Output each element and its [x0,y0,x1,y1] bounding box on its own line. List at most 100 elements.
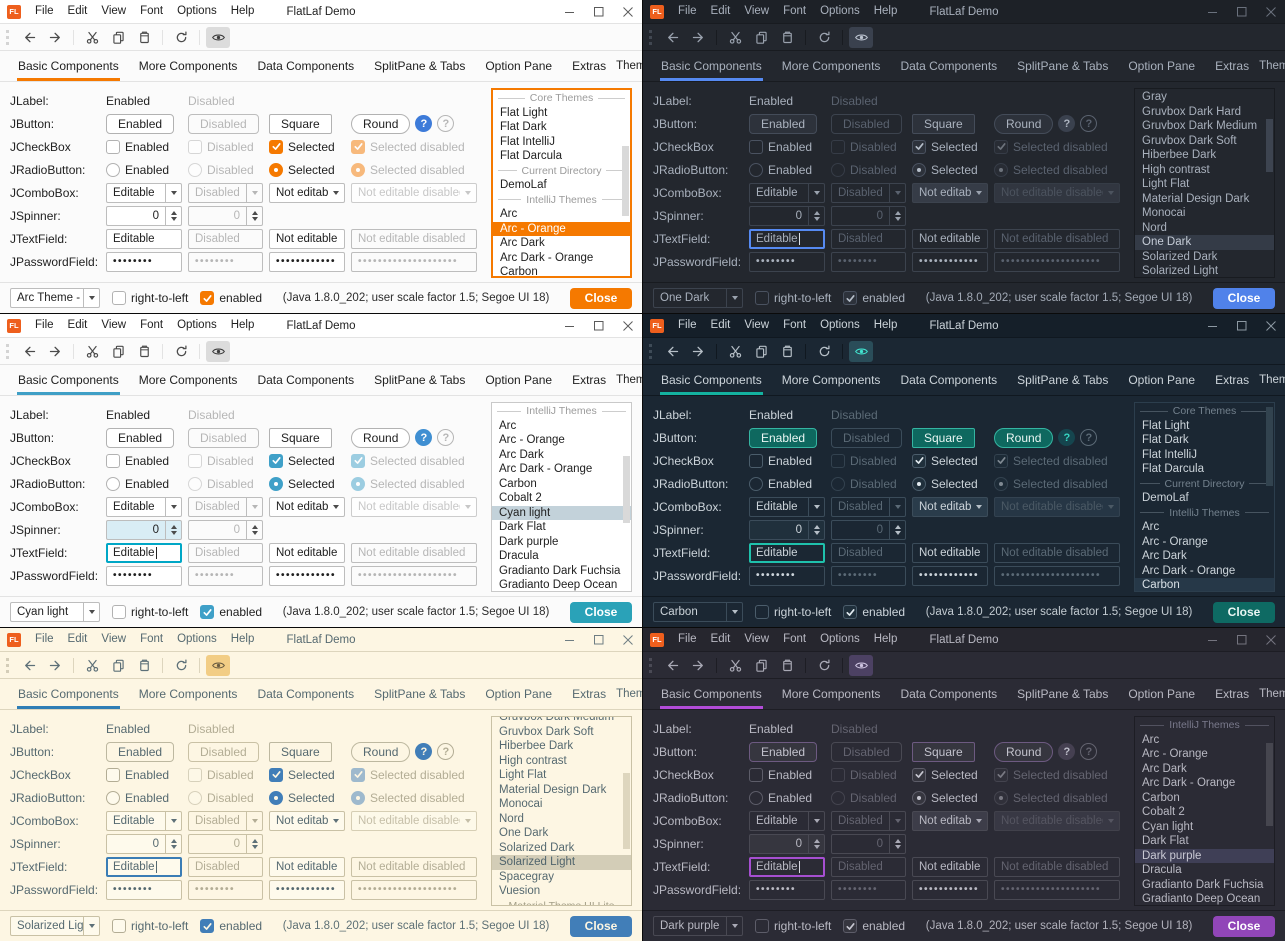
eye-button[interactable] [206,26,230,48]
menu-view[interactable]: View [744,5,770,17]
spinner-buttons[interactable] [808,206,824,225]
tab-option-pane[interactable]: Option Pane [485,687,553,701]
theme-list-item-dark-flat[interactable]: Dark Flat [1142,835,1189,847]
radio-selected[interactable]: Selected [269,476,335,491]
right-to-left-checkbox[interactable]: right-to-left [755,291,831,305]
theme-list-item-carbon[interactable]: Carbon [1142,791,1180,804]
passwordfield[interactable]: •••••••••••• [269,251,345,272]
spinner-field[interactable]: 0 [106,205,182,226]
theme-list-item-flat-intellij[interactable]: Flat IntelliJ [500,135,555,148]
tab-basic-components[interactable]: Basic Components [651,679,772,709]
combobox-not-editable[interactable]: Not editable [912,810,988,831]
checkbox-selected[interactable]: Selected [912,139,978,154]
textfield-not-editable[interactable]: Not editable [269,542,345,563]
theme-list-item-arc-orange[interactable]: Arc - Orange [493,221,630,236]
theme-list-item-flat-light[interactable]: Flat Light [500,106,548,119]
theme-list-item-nord[interactable]: Nord [499,812,524,825]
theme-list-item-gruvbox-dark-medium[interactable]: Gruvbox Dark Medium [1142,120,1258,132]
right-to-left-checkbox[interactable]: right-to-left [755,919,831,933]
back-button[interactable] [17,655,41,676]
checkbox-enabled[interactable]: Enabled [749,139,812,154]
eye-button[interactable] [849,340,873,362]
menu-options[interactable]: Options [820,5,860,17]
menu-help[interactable]: Help [873,633,898,645]
close-window-button[interactable] [613,0,642,23]
theme-list-item-gruvbox-dark-medium[interactable]: Gruvbox Dark Medium [499,716,615,723]
menu-edit[interactable]: Edit [710,319,731,331]
theme-list-item-cobalt-2[interactable]: Cobalt 2 [1142,806,1185,818]
spinner-buttons[interactable] [165,520,181,539]
refresh-button[interactable] [169,341,193,362]
theme-list-item-arc-dark[interactable]: Arc Dark [500,237,545,249]
button-round[interactable]: Round [994,113,1054,134]
tab-extras[interactable]: Extras [572,687,607,701]
menu-file[interactable]: File [678,633,697,645]
eye-button[interactable] [206,654,230,676]
eye-button[interactable] [849,26,873,48]
textfield-editable[interactable]: Editable [749,542,825,563]
checkbox-enabled[interactable]: Enabled [106,139,169,154]
passwordfield[interactable]: •••••••••••• [269,879,345,900]
textfield-not-editable[interactable]: Not editable [912,542,988,563]
close-button[interactable]: Close [570,287,632,309]
checkbox-enabled[interactable]: Enabled [749,453,812,468]
button-enabled[interactable]: Enabled [749,113,818,134]
theme-list-item-arc-dark-orange[interactable]: Arc Dark - Orange [1142,777,1236,789]
textfield-editable[interactable]: Editable [106,542,182,563]
help-button[interactable]: ? [415,429,433,446]
close-window-button[interactable] [1256,0,1285,23]
paste-button[interactable] [775,27,799,48]
theme-list-item-hiberbee-dark[interactable]: Hiberbee Dark [1142,149,1217,161]
theme-list-item-gruvbox-dark-hard[interactable]: Gruvbox Dark Hard [1142,105,1242,118]
button-round[interactable]: Round [994,427,1054,448]
tab-extras[interactable]: Extras [1215,687,1250,701]
forward-button[interactable] [686,655,710,676]
scrollbar-thumb[interactable] [622,145,629,217]
menu-help[interactable]: Help [230,633,255,645]
help-button[interactable]: ? [1058,429,1076,446]
tab-extras[interactable]: Extras [572,59,607,73]
checkbox-selected[interactable]: Selected [269,767,335,782]
theme-list-item-arc[interactable]: Arc [1142,521,1160,533]
theme-list-item-dark-purple[interactable]: Dark purple [1135,848,1274,863]
tab-splitpane-tabs[interactable]: SplitPane & Tabs [1017,373,1109,387]
theme-selector-combo[interactable]: Solarized Light [10,916,100,936]
copy-button[interactable] [749,341,773,362]
close-window-button[interactable] [1256,628,1285,651]
theme-list-item-cyan-light[interactable]: Cyan light [492,505,631,520]
tab-option-pane[interactable]: Option Pane [485,59,553,73]
theme-list-item-gruvbox-dark-soft[interactable]: Gruvbox Dark Soft [1142,134,1237,147]
spinner-field[interactable]: 0 [749,205,825,226]
spinner-buttons[interactable] [165,834,181,853]
copy-button[interactable] [106,655,130,676]
textfield-not-editable[interactable]: Not editable [269,228,345,249]
theme-list-item-arc-dark-orange[interactable]: Arc Dark - Orange [499,463,593,475]
menu-file[interactable]: File [35,633,54,645]
passwordfield[interactable]: •••••••••••• [912,251,988,272]
button-enabled[interactable]: Enabled [106,427,175,448]
button-enabled[interactable]: Enabled [749,427,818,448]
passwordfield[interactable]: •••••••• [749,565,825,586]
button-square[interactable]: Square [912,113,975,134]
checkbox-selected[interactable]: Selected [912,453,978,468]
close-button[interactable]: Close [1213,601,1275,623]
themes-list[interactable]: Gruvbox Dark Medium Gruvbox Dark Soft Hibe… [491,716,632,906]
enabled-checkbox[interactable]: enabled [200,919,262,933]
theme-list-item-dark-purple[interactable]: Dark purple [499,535,559,548]
forward-button[interactable] [43,655,67,676]
spinner-field[interactable]: 0 [106,519,182,540]
theme-list-item-gradianto-dark-fuchsia[interactable]: Gradianto Dark Fuchsia [1142,878,1264,891]
tab-splitpane-tabs[interactable]: SplitPane & Tabs [374,59,466,73]
theme-list-item-gradianto-deep-ocean[interactable]: Gradianto Deep Ocean [1142,893,1261,905]
minimize-button[interactable] [1198,628,1227,651]
theme-list-item-arc[interactable]: Arc [1142,733,1160,746]
scrollbar-thumb[interactable] [1266,119,1273,172]
minimize-button[interactable] [1198,0,1227,23]
enabled-checkbox[interactable]: enabled [843,605,905,619]
maximize-button[interactable] [1227,0,1256,23]
menu-font[interactable]: Font [783,633,807,645]
textfield-editable[interactable]: Editable [106,856,182,877]
radio-selected[interactable]: Selected [912,476,978,491]
theme-list-item-solarized-light[interactable]: Solarized Light [1142,265,1219,277]
menu-edit[interactable]: Edit [710,633,731,645]
